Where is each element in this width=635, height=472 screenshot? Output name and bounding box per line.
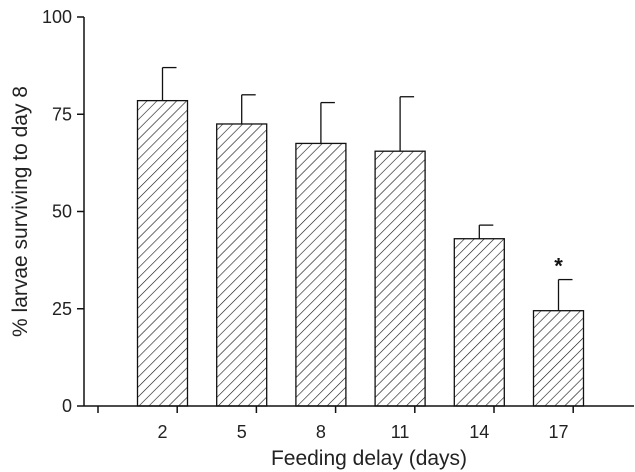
significance-marker: *	[554, 254, 563, 279]
bars-layer	[136, 99, 585, 407]
bar-11	[374, 150, 426, 407]
y-tick-label: 75	[52, 104, 72, 124]
y-tick-label: 0	[62, 396, 72, 416]
x-tick-label: 5	[237, 422, 247, 442]
bar-17	[532, 310, 585, 407]
bar-8	[295, 142, 347, 407]
y-tick-label: 100	[42, 7, 72, 27]
x-axis-label: Feeding delay (days)	[271, 447, 467, 470]
bar-5	[216, 123, 268, 407]
y-ticks: 0 25 50 75 100	[42, 7, 84, 416]
y-tick-label: 50	[52, 202, 72, 222]
error-bars-layer	[161, 66, 573, 311]
x-tick-label: 11	[391, 422, 410, 442]
annotations-layer: *	[554, 254, 563, 279]
bar-2	[136, 99, 189, 407]
x-ticks: 2 5 8 11 14 17	[97, 406, 574, 442]
x-tick-label: 2	[157, 422, 167, 442]
y-tick-label: 25	[52, 299, 72, 319]
bar-14	[453, 238, 505, 407]
y-axis-label: % larvae surviving to day 8	[9, 86, 32, 337]
x-tick-label: 14	[469, 422, 489, 442]
x-tick-label: 17	[548, 422, 568, 442]
x-tick-label: 8	[316, 422, 326, 442]
